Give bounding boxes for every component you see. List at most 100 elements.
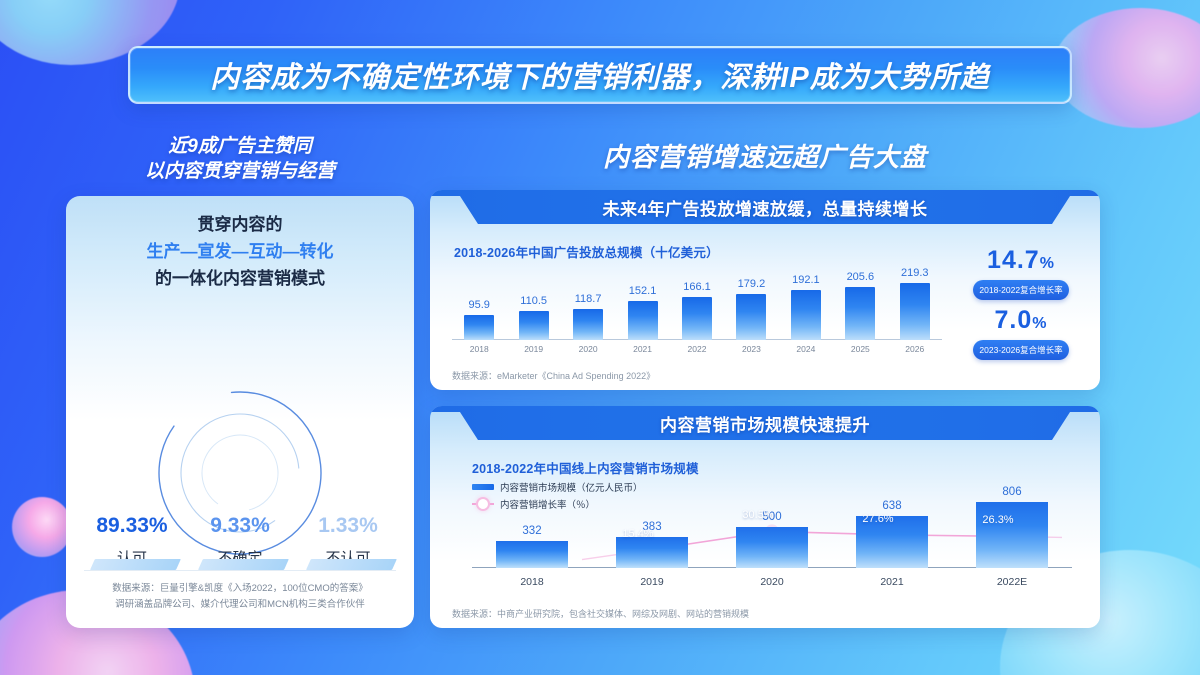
- kpi-pill: 2023-2026复合增长率: [973, 340, 1069, 360]
- stat-approve: 89.33% 认可: [80, 514, 184, 570]
- bar: [616, 536, 688, 568]
- chart1-title: 2018-2026年中国广告投放总规模（十亿美元）: [454, 246, 719, 260]
- content-marketing-panel: 内容营销市场规模快速提升 2018-2022年中国线上内容营销市场规模 内容营销…: [430, 406, 1100, 628]
- growth-rate-label: 27.6%: [862, 512, 894, 525]
- bar: [627, 300, 658, 340]
- bar: [518, 311, 549, 340]
- decorative-blob-top-right: [1053, 8, 1200, 128]
- growth-rate-label: 30.5%: [742, 509, 774, 522]
- kpi-cagr-2018-2022: 14.7% 2018-2022复合增长率: [956, 246, 1086, 300]
- bar-column: 110.5: [518, 295, 549, 340]
- stat-underline: [89, 559, 181, 570]
- stat-underline: [197, 559, 289, 570]
- bar-column: 95.9: [464, 299, 495, 340]
- left-card-line-1: 贯穿内容的: [197, 215, 283, 234]
- bar-value-label: 192.1: [792, 274, 820, 287]
- bar-column: 166.1: [682, 281, 712, 340]
- axis-tick-label: 2026: [905, 344, 925, 354]
- left-source-note: 数据来源：巨量引擎&凯度《入场2022，100位CMO的答案》 调研涵盖品牌公司…: [84, 570, 396, 612]
- left-card-text: 贯穿内容的 生产—宣发—互动—转化 的一体化内容营销模式: [66, 212, 414, 293]
- growth-rate-label: 26.3%: [982, 514, 1014, 527]
- axis-tick-label: 2018: [469, 344, 489, 354]
- growth-rate-label: 15.4%: [622, 527, 654, 540]
- bar-value-label: 205.6: [846, 270, 875, 283]
- bar-column: 118.7: [573, 293, 604, 340]
- left-card-line-2: 生产—宣发—互动—转化: [146, 241, 334, 261]
- axis-tick-label: 2025: [850, 344, 870, 354]
- bar: [856, 515, 928, 568]
- bar-value-label: 110.5: [520, 295, 548, 308]
- bar: [464, 315, 495, 340]
- panel1-ribbon: 未来4年广告投放增速放缓，总量持续增长: [430, 190, 1100, 230]
- axis-tick-label: 2022E: [996, 576, 1028, 588]
- ad-spending-panel: 未来4年广告投放增速放缓，总量持续增长 2018-2026年中国广告投放总规模（…: [430, 190, 1100, 390]
- decorative-sphere-small: [12, 497, 72, 557]
- slide-title-bar: 内容成为不确定性环境下的营销利器，深耕IP成为大势所趋: [128, 46, 1072, 104]
- panel1-source-note: 数据来源：eMarketer《China Ad Spending 2022》: [452, 371, 656, 381]
- axis-tick-label: 2021: [633, 344, 653, 354]
- axis-tick-label: 2023: [741, 344, 761, 354]
- bar: [790, 290, 821, 340]
- bar-column: 219.3: [899, 267, 930, 340]
- bar: [736, 293, 767, 340]
- stat-underline: [305, 559, 397, 570]
- left-source-line-2: 调研涵盖品牌公司、媒介代理公司和MCN机构三类合作伙伴: [115, 598, 365, 610]
- bar-column: 179.2: [736, 277, 767, 340]
- bar-swatch-icon: [472, 484, 494, 490]
- bar-column: 205.6: [845, 270, 876, 340]
- kpi-value: 7.0%: [994, 306, 1048, 334]
- stat-unsure: 9.33% 不确定: [188, 514, 292, 570]
- bar: [496, 540, 568, 568]
- ribbon-shape: [430, 190, 1100, 224]
- bar: [899, 283, 930, 340]
- bar-value-label: 806: [1002, 485, 1022, 498]
- bar: [682, 297, 712, 340]
- left-heading-line-2: 以内容贯穿营销与经营: [144, 161, 335, 183]
- line-path: [651, 530, 1013, 551]
- axis-tick-label: 2022: [687, 344, 707, 354]
- content-marketing-combo-chart: 332 2018 383 2019 15.4% 500 2020 30.5% 638 2021 27…: [472, 470, 1072, 590]
- ribbon-shape: [430, 406, 1100, 440]
- left-card-line-3: 的一体化内容营销模式: [155, 268, 325, 288]
- legend-item-line: 内容营销增长率（％）: [472, 497, 643, 511]
- bar-value-label: 179.2: [737, 277, 766, 290]
- bar: [736, 526, 808, 568]
- kpi-pill: 2018-2022复合增长率: [973, 280, 1069, 300]
- kpi-cagr-2023-2026: 7.0% 2023-2026复合增长率: [956, 306, 1086, 360]
- stat-value: 9.33%: [210, 514, 270, 537]
- axis-tick-label: 2024: [796, 344, 816, 354]
- chart2-legend: 内容营销市场规模（亿元人民币） 内容营销增长率（％）: [472, 480, 643, 514]
- stats-row: 89.33% 认可 9.33% 不确定 1.33% 不认可: [78, 514, 402, 570]
- left-heading-line-1: 近9成广告主赞同: [168, 136, 312, 157]
- bar-value-label: 219.3: [901, 267, 929, 280]
- left-card: 贯穿内容的 生产—宣发—互动—转化 的一体化内容营销模式 89.33% 认可 9…: [66, 196, 414, 628]
- panel1-ribbon-text: 未来4年广告投放增速放缓，总量持续增长: [602, 199, 928, 219]
- legend-label: 内容营销市场规模（亿元人民币）: [500, 483, 643, 494]
- panel2-ribbon: 内容营销市场规模快速提升: [430, 406, 1100, 446]
- bar-column: 152.1: [627, 284, 658, 340]
- bar-column: 192.1: [790, 274, 821, 340]
- kpi-value: 14.7%: [987, 246, 1055, 274]
- axis-tick-label: 2020: [760, 576, 784, 588]
- axis-tick-label: 2019: [524, 344, 544, 354]
- axis-tick-label: 2019: [640, 576, 664, 588]
- page-title: 内容成为不确定性环境下的营销利器，深耕IP成为大势所趋: [210, 62, 990, 94]
- axis-tick-label: 2020: [578, 344, 598, 354]
- bar-value-label: 500: [762, 510, 782, 523]
- left-source-line-1: 数据来源：巨量引擎&凯度《入场2022，100位CMO的答案》: [112, 583, 368, 595]
- stat-value: 89.33%: [96, 514, 168, 537]
- bar-value-label: 152.1: [628, 284, 657, 297]
- left-section-heading: 近9成广告主赞同 以内容贯穿营销与经营: [66, 134, 414, 184]
- bar-value-label: 332: [522, 524, 542, 537]
- right-section-heading: 内容营销增速远超广告大盘: [602, 142, 927, 172]
- stat-disapprove: 1.33% 不认可: [296, 514, 400, 570]
- bar-value-label: 383: [642, 520, 662, 533]
- panel2-source-note: 数据来源：中商产业研究院，包含社交媒体、网综及网剧、网站的营销规模: [452, 609, 750, 619]
- panel2-ribbon-text: 内容营销市场规模快速提升: [660, 415, 870, 435]
- legend-item-bar: 内容营销市场规模（亿元人民币）: [472, 480, 643, 494]
- bar: [976, 501, 1048, 568]
- bar: [845, 286, 876, 340]
- legend-label: 内容营销增长率（％）: [500, 500, 596, 511]
- chart2-title: 2018-2022年中国线上内容营销市场规模: [472, 462, 699, 476]
